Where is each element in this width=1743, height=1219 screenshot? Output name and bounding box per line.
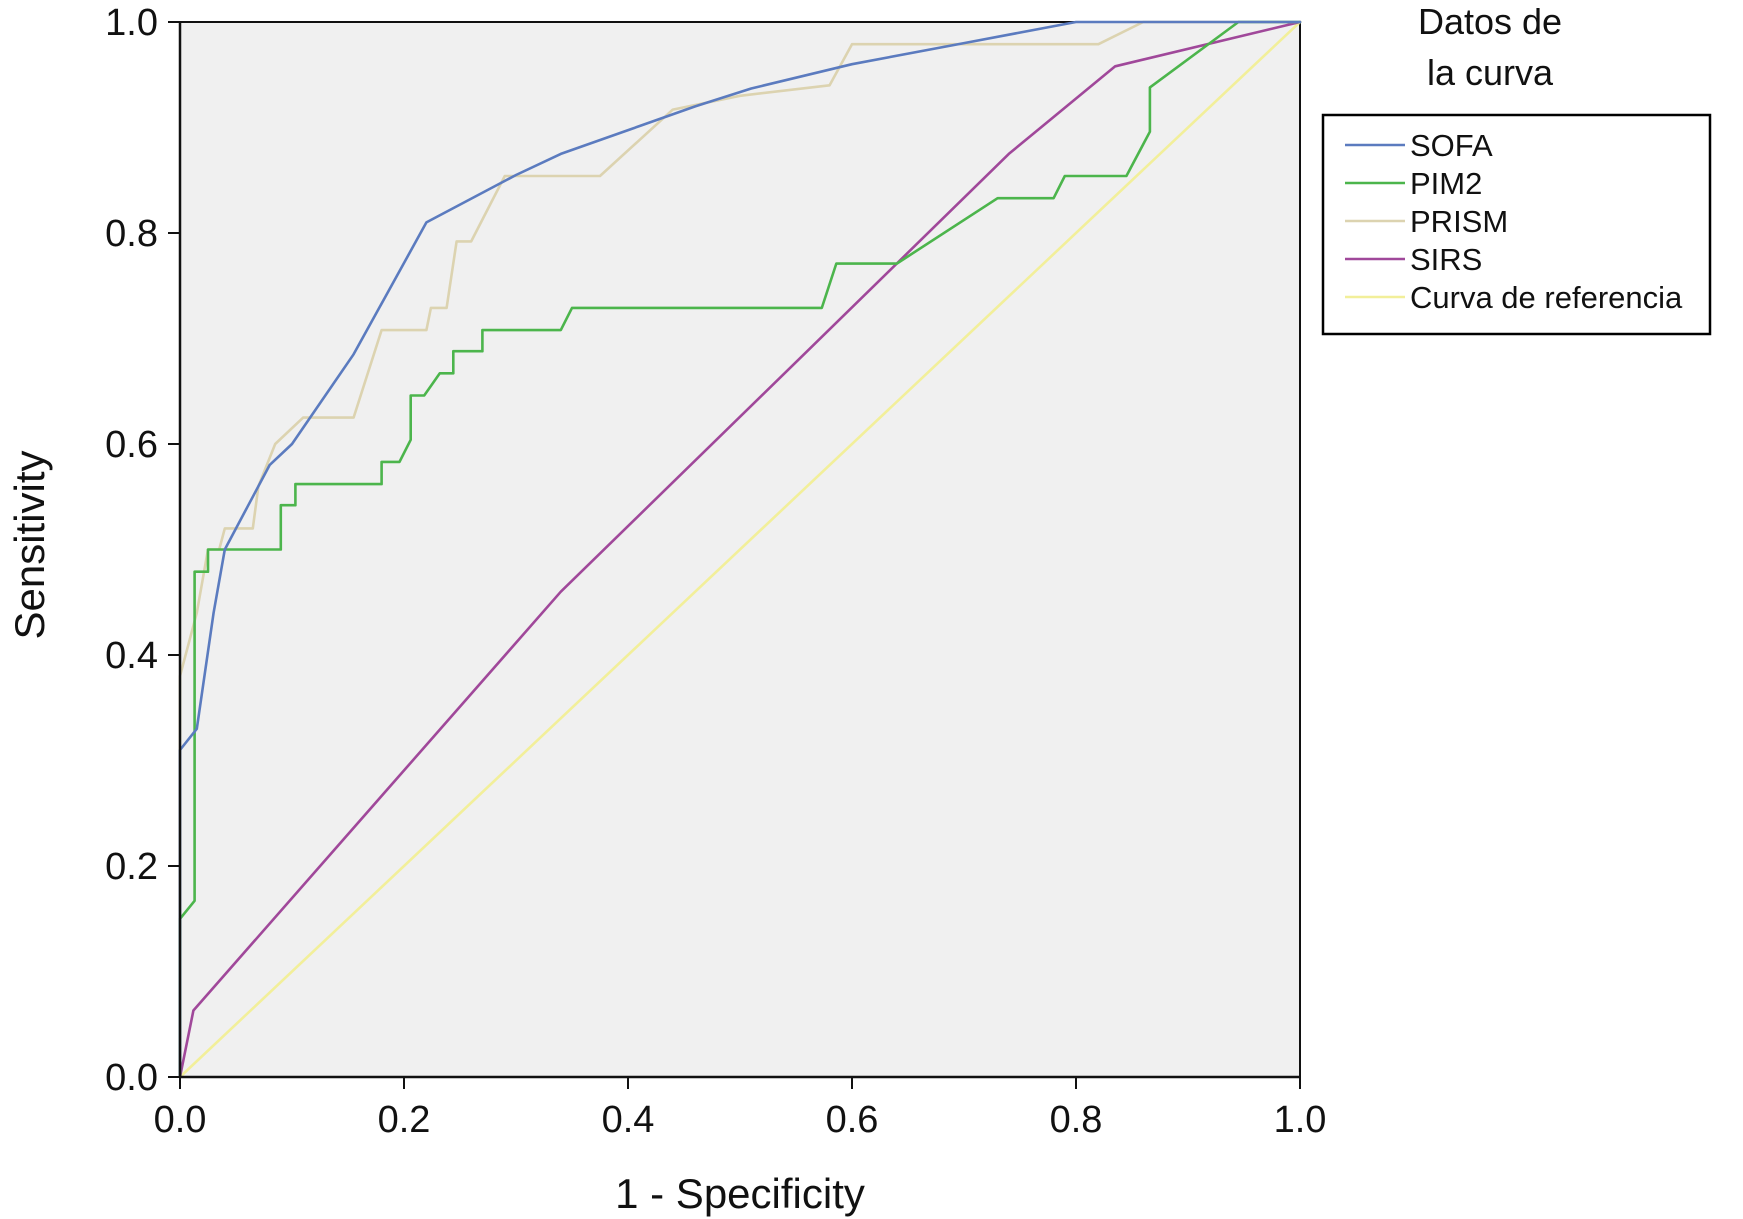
y-tick-label: 0.6 [105, 424, 158, 466]
legend-label-curva-de-referencia: Curva de referencia [1410, 280, 1683, 315]
legend-title-line-2: la curva [1427, 52, 1554, 93]
y-tick-label: 0.8 [105, 213, 158, 255]
series-layer [178, 20, 1302, 1079]
legend: Datos de la curva SOFAPIM2PRISMSIRSCurva… [1321, 1, 1712, 336]
x-tick-label: 0.4 [602, 1099, 655, 1141]
y-tick-label: 1.0 [105, 2, 158, 44]
series-line-curva-de-referencia [178, 20, 1302, 1079]
series-line-sofa [178, 20, 1302, 1079]
y-tick-label: 0.2 [105, 846, 158, 888]
series-line-prism [178, 20, 1302, 1079]
y-axis-label: Sensitivity [6, 450, 53, 639]
series-line-sirs [178, 20, 1302, 1079]
series-line-pim2 [178, 20, 1302, 1079]
axes-layer: 0.0 0.2 0.4 0.6 0.8 1.0 0.0 0.2 0.4 0.6 0.8 1.0 [105, 2, 1326, 1141]
x-tick-label: 0.8 [1050, 1099, 1103, 1141]
legend-label-prism: PRISM [1410, 204, 1508, 239]
x-tick-label: 0.0 [154, 1099, 207, 1141]
x-tick-label: 1.0 [1274, 1099, 1327, 1141]
y-tick-label: 0.4 [105, 635, 158, 677]
y-tick-label: 0.0 [105, 1057, 158, 1099]
x-tick-label: 0.6 [826, 1099, 879, 1141]
x-axis-label: 1 - Specificity [615, 1170, 865, 1217]
legend-label-sirs: SIRS [1410, 242, 1482, 277]
x-tick-label: 0.2 [378, 1099, 431, 1141]
legend-label-pim2: PIM2 [1410, 166, 1482, 201]
legend-label-sofa: SOFA [1410, 128, 1493, 163]
legend-title-line-1: Datos de [1418, 1, 1562, 42]
